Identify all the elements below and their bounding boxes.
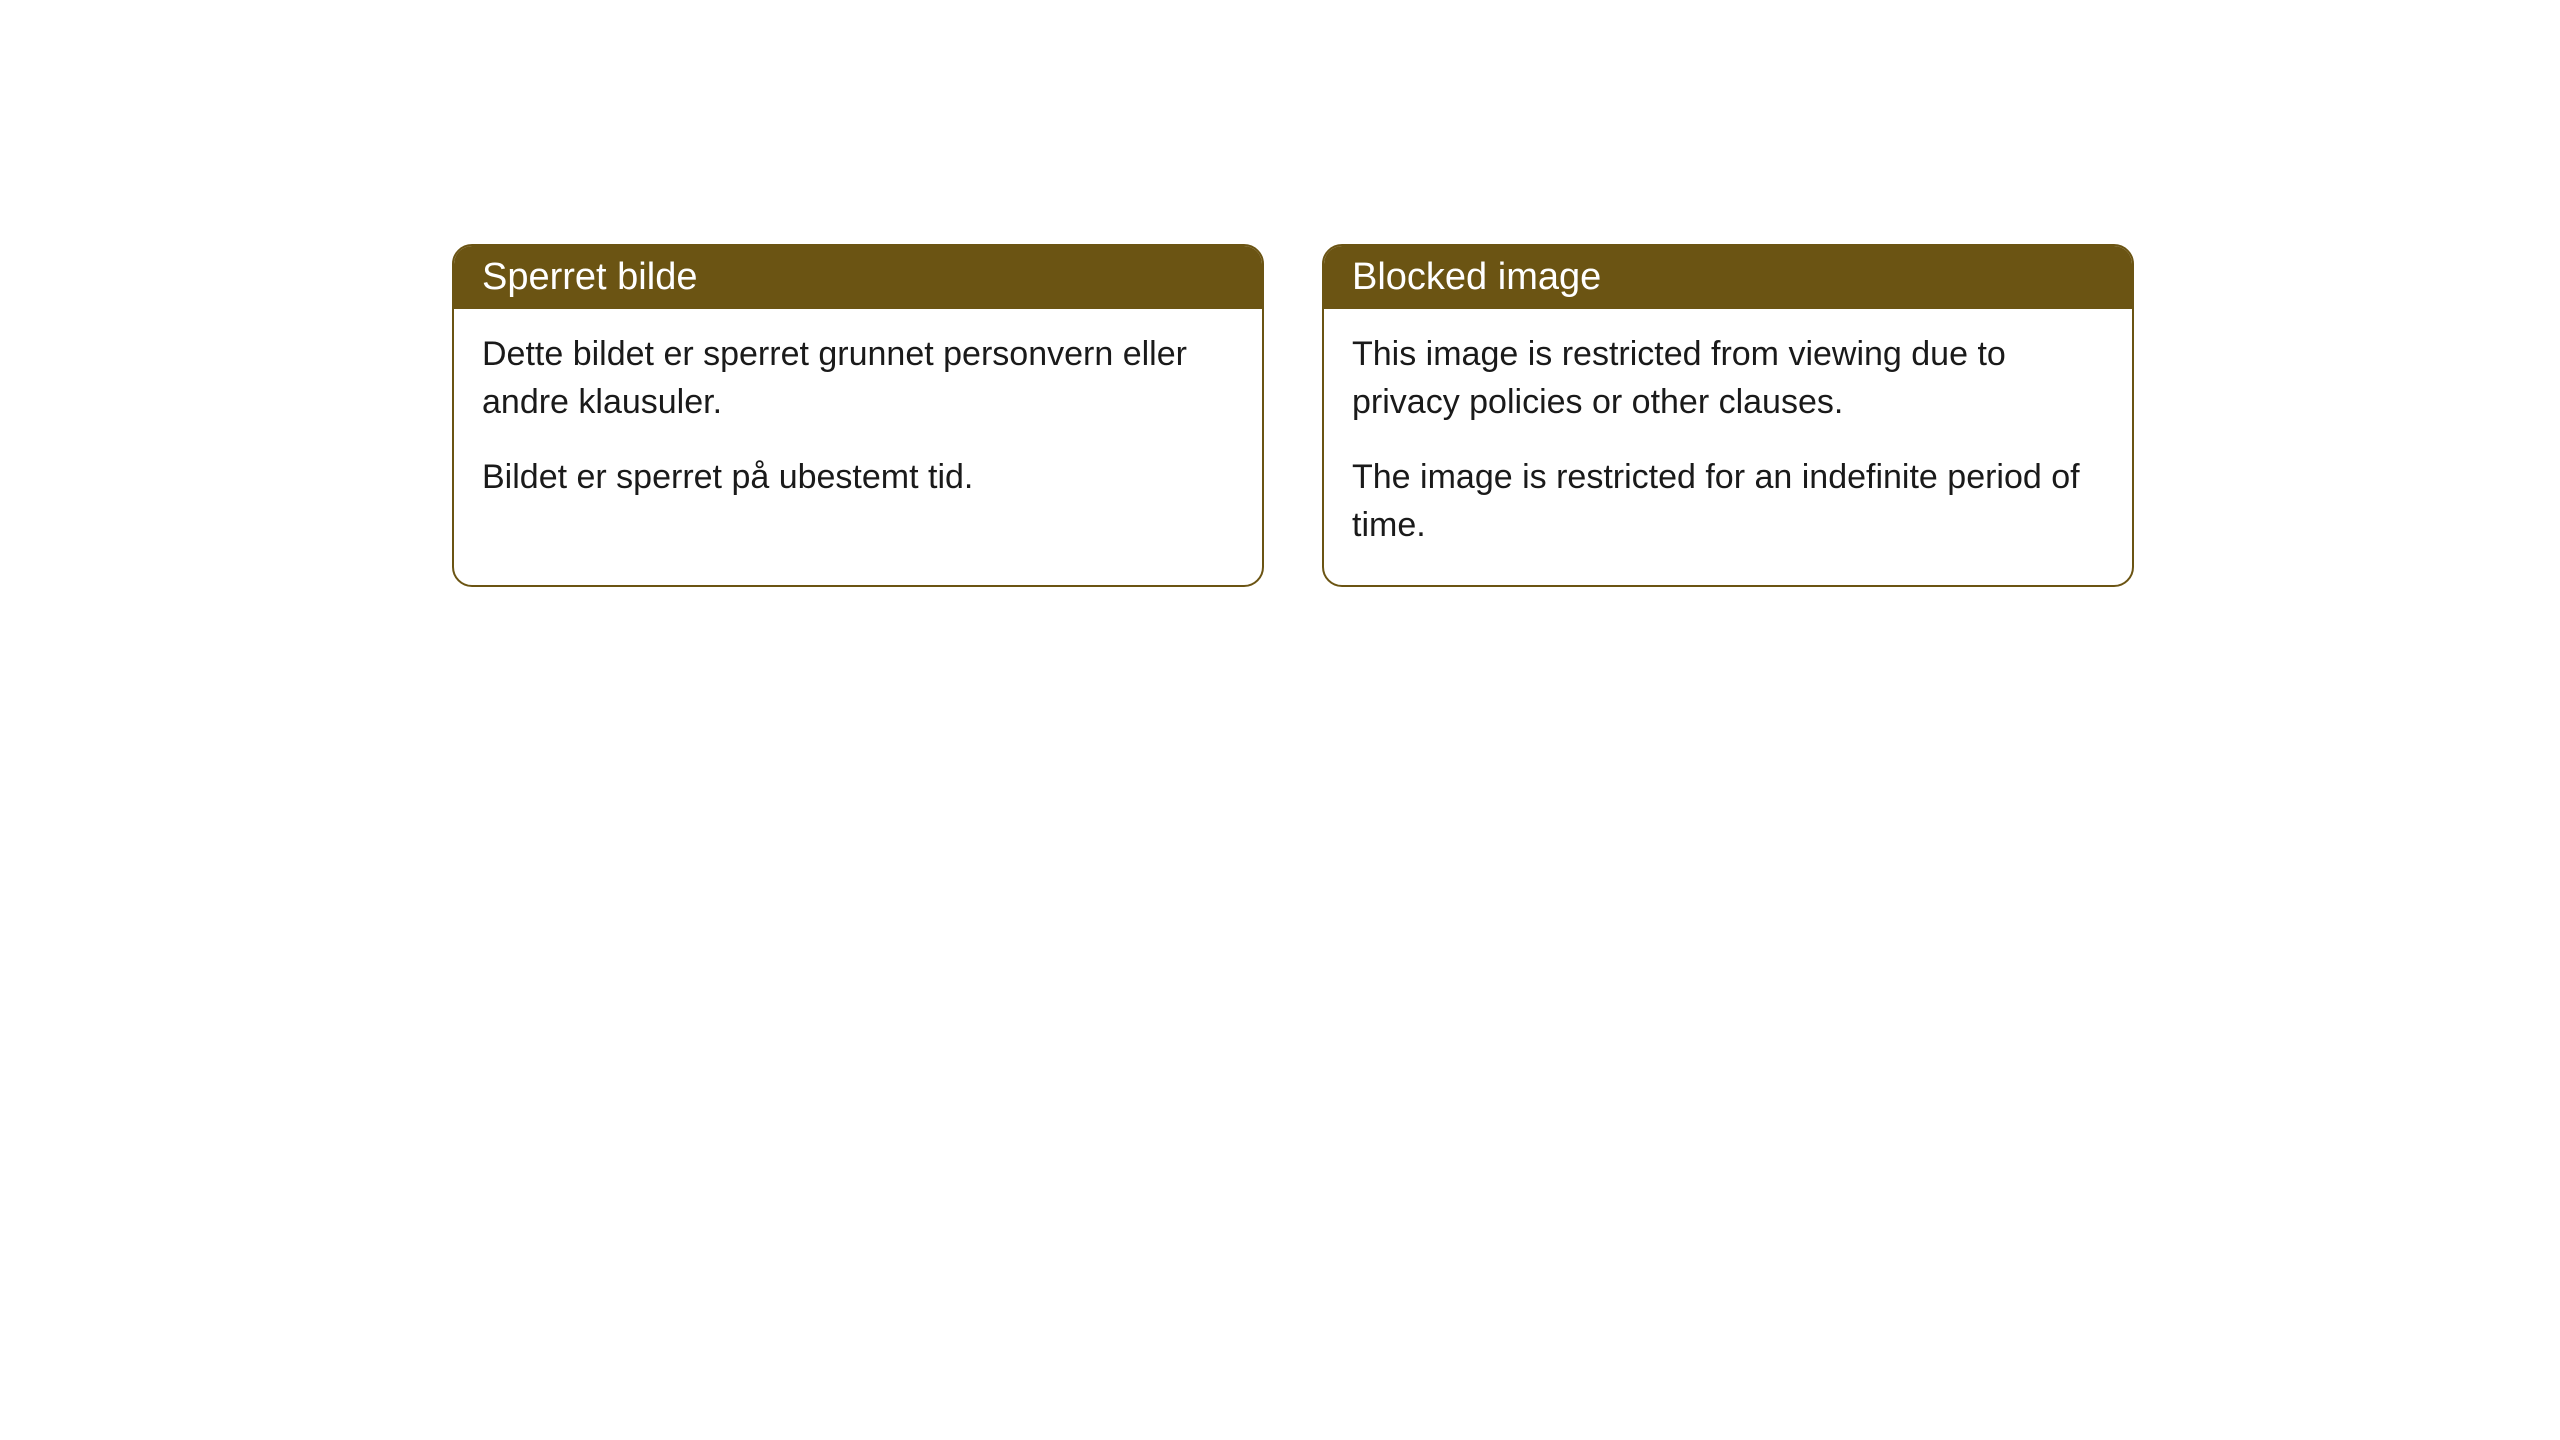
card-title: Blocked image xyxy=(1352,256,1601,298)
card-paragraph: The image is restricted for an indefinit… xyxy=(1352,454,2104,549)
notice-card-english: Blocked image This image is restricted f… xyxy=(1322,244,2134,587)
card-header: Blocked image xyxy=(1324,246,2132,309)
card-body: Dette bildet er sperret grunnet personve… xyxy=(454,309,1262,538)
card-body: This image is restricted from viewing du… xyxy=(1324,309,2132,585)
notice-cards-container: Sperret bilde Dette bildet er sperret gr… xyxy=(452,244,2134,587)
card-paragraph: Dette bildet er sperret grunnet personve… xyxy=(482,331,1234,426)
card-title: Sperret bilde xyxy=(482,256,697,298)
notice-card-norwegian: Sperret bilde Dette bildet er sperret gr… xyxy=(452,244,1264,587)
card-paragraph: Bildet er sperret på ubestemt tid. xyxy=(482,454,1234,502)
card-header: Sperret bilde xyxy=(454,246,1262,309)
card-paragraph: This image is restricted from viewing du… xyxy=(1352,331,2104,426)
